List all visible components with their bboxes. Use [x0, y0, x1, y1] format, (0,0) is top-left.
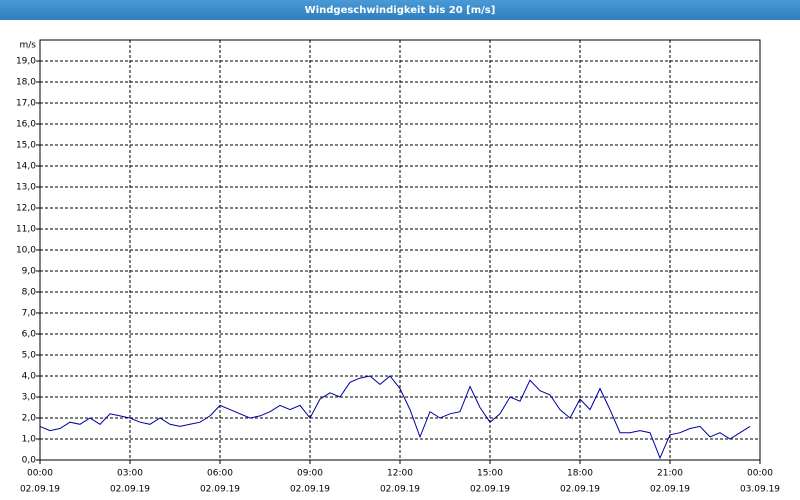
- x-tick-label: 06:00: [207, 469, 233, 479]
- y-tick-label: 2,0: [22, 414, 37, 424]
- x-tick-label: 00:00: [27, 469, 53, 479]
- x-tick-label: 18:00: [567, 469, 593, 479]
- x-tick-label: 03:00: [117, 469, 143, 479]
- x-tick-label: 12:00: [387, 469, 413, 479]
- x-tick-date: 02.09.19: [470, 485, 510, 495]
- y-tick-label: 18,0: [16, 78, 36, 88]
- y-tick-label: 1,0: [22, 435, 37, 445]
- x-tick-date: 02.09.19: [20, 485, 60, 495]
- y-tick-label: 6,0: [22, 330, 37, 340]
- x-tick-date: 02.09.19: [200, 485, 240, 495]
- x-tick-date: 02.09.19: [290, 485, 330, 495]
- x-tick-label: 00:00: [747, 469, 773, 479]
- y-tick-label: 0,0: [22, 456, 37, 466]
- y-tick-label: 13,0: [16, 183, 36, 193]
- y-tick-label: 9,0: [22, 267, 37, 277]
- y-tick-label: 7,0: [22, 309, 37, 319]
- y-tick-label: 17,0: [16, 99, 36, 109]
- x-tick-date: 02.09.19: [560, 485, 600, 495]
- y-tick-label: 19,0: [16, 57, 36, 67]
- x-tick-label: 15:00: [477, 469, 503, 479]
- y-tick-label: 4,0: [22, 372, 37, 382]
- y-tick-label: 15,0: [16, 141, 36, 151]
- title-bar: [0, 0, 800, 20]
- x-tick-label: 21:00: [657, 469, 683, 479]
- y-tick-label: 5,0: [22, 351, 37, 361]
- x-tick-date: 02.09.19: [650, 485, 690, 495]
- y-tick-label: 3,0: [22, 393, 37, 403]
- x-tick-date: 02.09.19: [110, 485, 150, 495]
- data-line: [39, 375, 751, 460]
- y-tick-label: 10,0: [16, 246, 36, 256]
- y-axis-unit: m/s: [20, 41, 37, 51]
- y-tick-label: 16,0: [16, 120, 36, 130]
- x-tick-label: 09:00: [297, 469, 323, 479]
- chart-title: Windgeschwindigkeit bis 20 [m/s]: [305, 5, 496, 16]
- y-tick-label: 11,0: [16, 225, 36, 235]
- y-tick-label: 12,0: [16, 204, 36, 214]
- y-tick-label: 14,0: [16, 162, 36, 172]
- y-tick-label: 8,0: [22, 288, 37, 298]
- x-tick-date: 03.09.19: [740, 485, 780, 495]
- x-tick-date: 02.09.19: [380, 485, 420, 495]
